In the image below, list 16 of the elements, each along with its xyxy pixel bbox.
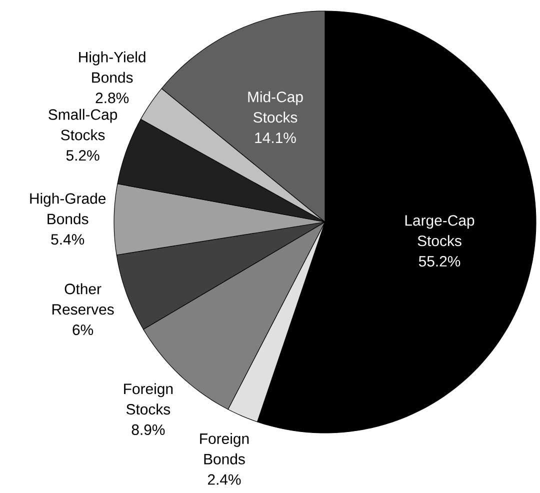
data-label: 14.1% [255,132,296,144]
slice-label: Foreign Stocks [124,383,173,415]
slice-label: High-Grade Bonds [30,192,106,224]
slice-label: High-Yield Bonds [79,51,146,83]
data-label: 5.4% [51,234,84,245]
data-label: 5.2% [66,150,100,161]
slice-label: Small-Cap Stocks [48,108,118,140]
data-label: 6% [72,324,94,336]
slice-label: Other Reserves [52,283,114,315]
data-label: 8.9% [132,424,165,436]
data-label: 2.4% [208,474,241,485]
slice-label: Foreign Bonds [200,433,249,464]
slice-label: Large-Cap Stocks [405,215,474,246]
slice-label: Mid-Cap Stocks [248,91,303,123]
data-label: 2.8% [96,92,129,104]
data-label: 55.2% [418,256,460,267]
